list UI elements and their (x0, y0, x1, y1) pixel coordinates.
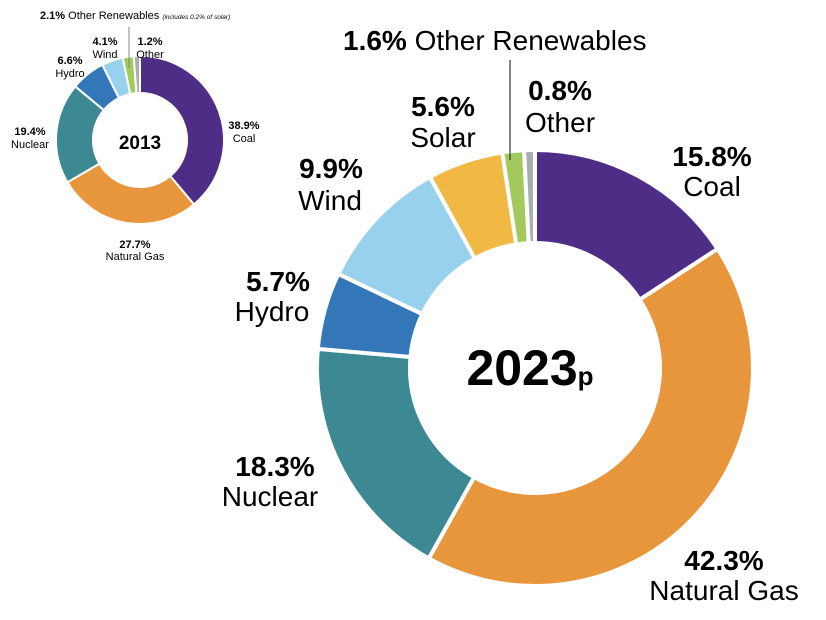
label-2013-coal-name: Coal (233, 133, 256, 145)
label-2023-solar-pct: 5.6% (411, 91, 475, 122)
donut-2023-slice-natural-gas (426, 246, 755, 588)
center-label-2023-year: 2023 (466, 340, 577, 396)
donut-2013-slice-other (132, 54, 141, 95)
label-2023-coal-name: Coal (683, 171, 741, 202)
donut-2013-slice-natural-gas (66, 162, 196, 225)
label-2023-nuclear-name: Nuclear (222, 481, 318, 512)
label-2013-hydro-pct: 6.6% (57, 55, 82, 67)
label-2013-wind-pct: 4.1% (92, 36, 117, 48)
label-2023-wind-name: Wind (298, 185, 362, 216)
label-2013-gas-name: Natural Gas (106, 251, 165, 263)
labels-2023: 2023p 15.8% Coal 42.3% Natural Gas 18.3%… (222, 25, 799, 606)
label-2013-hydro-name: Hydro (55, 68, 84, 80)
donut-2023-slice-other (521, 147, 537, 246)
label-2023-coal-pct: 15.8% (672, 141, 751, 172)
donut-2013-slice-coal (139, 54, 225, 206)
label-2023-gas-name: Natural Gas (649, 575, 798, 606)
labels-2013: 2013 38.9% Coal 27.7% Natural Gas 19.4% … (11, 10, 260, 263)
label-2013-other-name: Other (136, 49, 164, 61)
label-2013-other-renewables: 2.1% Other Renewables (includes 0.2% of … (40, 10, 230, 22)
label-2023-other-renewables-name: Other Renewables (415, 25, 647, 56)
center-label-2023-suffix: p (578, 361, 594, 391)
label-2013-nuclear-pct: 19.4% (14, 126, 45, 138)
label-2013-gas-pct: 27.7% (119, 239, 150, 251)
label-2013-other-pct: 1.2% (137, 36, 162, 48)
label-2023-hydro-pct: 5.7% (246, 266, 310, 297)
label-2023-other-renewables-pct: 1.6% (343, 25, 407, 56)
donut-2023 (315, 147, 755, 588)
label-2023-gas-pct: 42.3% (684, 545, 763, 576)
label-2023-hydro-name: Hydro (235, 296, 310, 327)
donut-2023-slice-nuclear (315, 346, 477, 562)
label-2023-wind-pct: 9.9% (299, 153, 363, 184)
label-2023-other-pct: 0.8% (528, 75, 592, 106)
label-2023-solar-name: Solar (410, 122, 475, 153)
center-label-2013: 2013 (119, 133, 161, 154)
label-2023-other-name: Other (525, 107, 595, 138)
donut-2013 (55, 54, 225, 225)
label-2013-other-renewables-name: Other Renewables (68, 10, 160, 22)
label-2023-other-renewables: 1.6% Other Renewables (343, 25, 647, 56)
label-2013-other-renewables-note: (includes 0.2% of solar) (162, 14, 230, 21)
label-2013-other-renewables-pct: 2.1% (40, 10, 65, 22)
center-label-2023: 2023p (466, 340, 593, 396)
label-2023-nuclear-pct: 18.3% (235, 451, 314, 482)
label-2013-wind-name: Wind (92, 49, 117, 61)
label-2013-nuclear-name: Nuclear (11, 139, 49, 151)
label-2013-coal-pct: 38.9% (228, 120, 259, 132)
